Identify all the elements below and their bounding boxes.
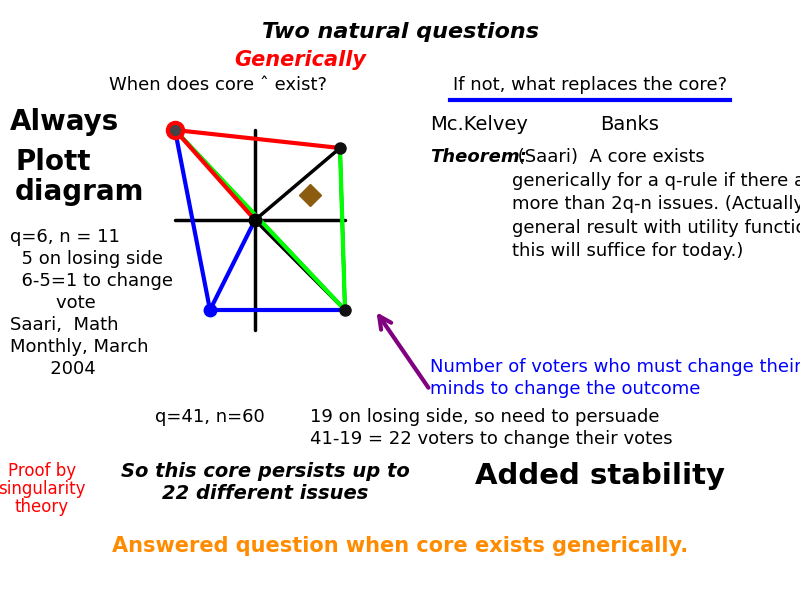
Text: vote: vote (10, 294, 96, 312)
Text: (Saari)  A core exists
generically for a q-rule if there are no
more than 2q-n i: (Saari) A core exists generically for a … (512, 148, 800, 260)
Text: Banks: Banks (600, 115, 659, 134)
Text: Mc.Kelvey: Mc.Kelvey (430, 115, 528, 134)
Text: 22 different issues: 22 different issues (162, 484, 368, 503)
Text: Answered question when core exists generically.: Answered question when core exists gener… (112, 536, 688, 556)
Text: Plott: Plott (15, 148, 90, 176)
Text: Generically: Generically (234, 50, 366, 70)
Text: Added stability: Added stability (475, 462, 725, 490)
Text: q=41, n=60: q=41, n=60 (155, 408, 265, 426)
Text: Theorem:: Theorem: (430, 148, 527, 166)
Text: When does core ˆ exist?: When does core ˆ exist? (109, 76, 327, 94)
Text: If not, what replaces the core?: If not, what replaces the core? (453, 76, 727, 94)
Text: Always: Always (10, 108, 119, 136)
Text: Proof by: Proof by (8, 462, 76, 480)
Text: Number of voters who must change their: Number of voters who must change their (430, 358, 800, 376)
Text: q=6, n = 11: q=6, n = 11 (10, 228, 120, 246)
Text: Two natural questions: Two natural questions (262, 22, 538, 42)
Text: 19 on losing side, so need to persuade: 19 on losing side, so need to persuade (310, 408, 659, 426)
Text: minds to change the outcome: minds to change the outcome (430, 380, 700, 398)
Text: diagram: diagram (15, 178, 145, 206)
Text: theory: theory (15, 498, 69, 516)
Text: Saari,  Math: Saari, Math (10, 316, 118, 334)
Text: 6-5=1 to change: 6-5=1 to change (10, 272, 173, 290)
Text: 41-19 = 22 voters to change their votes: 41-19 = 22 voters to change their votes (310, 430, 673, 448)
Text: So this core persists up to: So this core persists up to (121, 462, 410, 481)
Text: 5 on losing side: 5 on losing side (10, 250, 163, 268)
Text: singularity: singularity (0, 480, 86, 498)
Text: 2004: 2004 (10, 360, 96, 378)
Text: Monthly, March: Monthly, March (10, 338, 149, 356)
